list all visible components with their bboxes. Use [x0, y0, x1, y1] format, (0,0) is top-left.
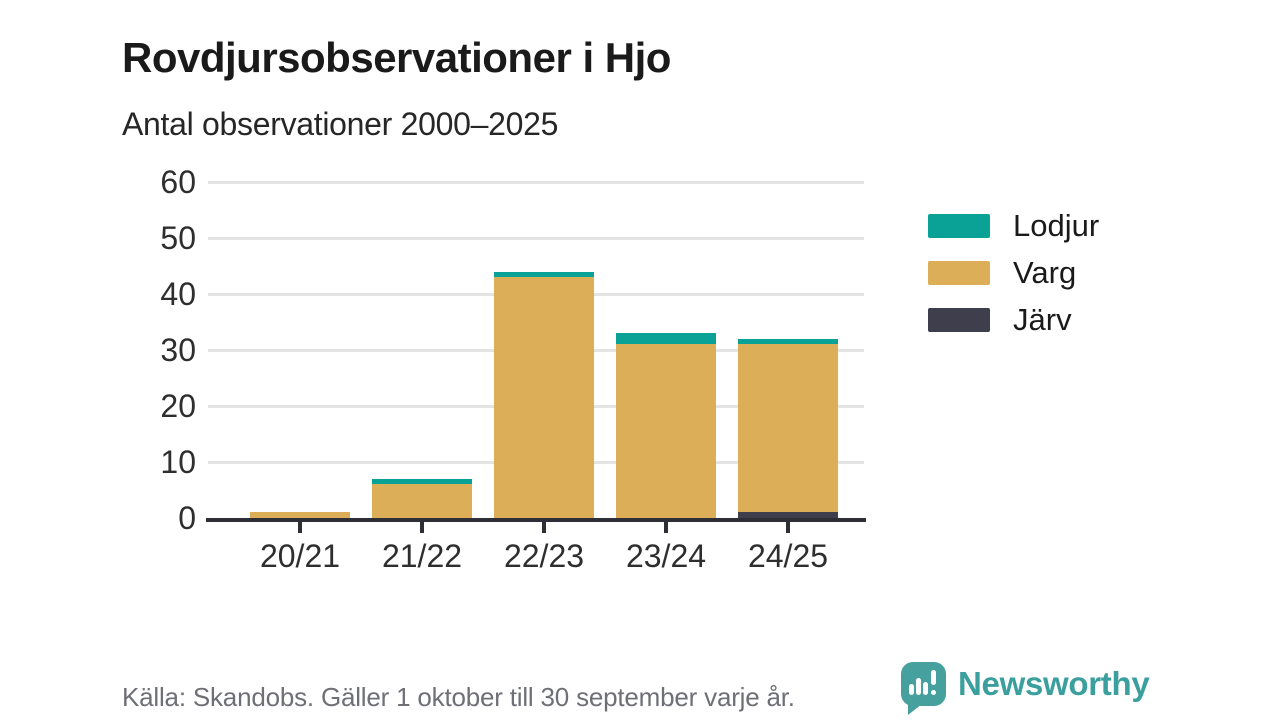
- x-axis-tick: [542, 518, 546, 533]
- legend-item-varg: Varg: [928, 255, 1099, 290]
- chart-title: Rovdjursobservationer i Hjo: [122, 34, 671, 82]
- bar-21/22: [372, 478, 472, 518]
- y-tick-label-30: 30: [160, 332, 196, 368]
- logo-bar-medium-icon: [923, 682, 928, 695]
- y-tick-label-20: 20: [160, 388, 196, 424]
- bar-segment-varg: [494, 277, 594, 518]
- x-axis-tick: [664, 518, 668, 533]
- x-tick-label-21/22: 21/22: [381, 538, 463, 574]
- bar-segment-varg: [616, 344, 716, 518]
- bar-23/24: [616, 333, 716, 518]
- x-axis-tick: [298, 518, 302, 533]
- newsworthy-logo: Newsworthy: [901, 662, 1150, 715]
- logo-exclamation-dot-icon: [931, 690, 936, 695]
- x-axis-tick: [420, 518, 424, 533]
- legend: Lodjur Varg Järv: [928, 208, 1100, 355]
- x-tick-label-22/23: 22/23: [503, 538, 585, 574]
- y-tick-label-40: 40: [160, 276, 196, 312]
- legend-swatch-järv: [928, 308, 990, 332]
- logo-bar-small-icon: [909, 684, 914, 695]
- bar-segment-järv: [738, 512, 838, 518]
- bar-24/25: [738, 338, 838, 518]
- bar-22/23: [494, 271, 594, 518]
- newsworthy-logo-text: Newsworthy: [958, 665, 1150, 702]
- source-note: Källa: Skandobs. Gäller 1 oktober till 3…: [122, 682, 795, 712]
- x-axis-line: [206, 518, 866, 522]
- legend-label-varg: Varg: [1013, 255, 1077, 290]
- bar-segment-lodjur: [372, 478, 472, 485]
- logo-exclamation-icon: [931, 670, 936, 685]
- y-tick-label-60: 60: [160, 164, 196, 200]
- x-axis-tick: [786, 518, 790, 533]
- logo-bubble-tail: [908, 704, 922, 715]
- chart-subtitle: Antal observationer 2000–2025: [122, 106, 559, 142]
- legend-label-lodjur: Lodjur: [1013, 208, 1100, 243]
- legend-item-lodjur: Lodjur: [928, 208, 1100, 243]
- bar-20/21: [250, 512, 350, 518]
- y-tick-label-0: 0: [178, 500, 196, 536]
- x-tick-label-20/21: 20/21: [259, 538, 341, 574]
- plot-area: [206, 180, 866, 533]
- legend-label-järv: Järv: [1013, 302, 1072, 337]
- bar-segment-lodjur: [616, 333, 716, 345]
- gridline-y-50: [208, 236, 864, 240]
- gridline-y-60: [208, 180, 864, 184]
- legend-swatch-lodjur: [928, 214, 990, 238]
- bar-segment-lodjur: [738, 338, 838, 345]
- newsworthy-speech-bubble-bar-chart-icon: [901, 662, 946, 715]
- y-axis-labels: 0 10 20 30 40 50 60: [100, 165, 196, 535]
- bar-segment-varg: [738, 344, 838, 513]
- x-axis-labels: 20/21 21/22 22/23 23/24 24/25: [208, 538, 864, 578]
- x-tick-label-23/24: 23/24: [625, 538, 707, 574]
- y-tick-label-50: 50: [160, 220, 196, 256]
- logo-bar-tall-icon: [916, 678, 921, 695]
- bar-segment-varg: [250, 512, 350, 518]
- bar-segment-varg: [372, 484, 472, 518]
- x-tick-label-24/25: 24/25: [747, 538, 829, 574]
- legend-item-järv: Järv: [928, 302, 1099, 337]
- bar-segment-lodjur: [494, 271, 594, 278]
- y-tick-label-10: 10: [160, 444, 196, 480]
- legend-swatch-varg: [928, 261, 990, 285]
